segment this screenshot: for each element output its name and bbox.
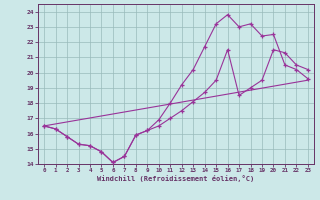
X-axis label: Windchill (Refroidissement éolien,°C): Windchill (Refroidissement éolien,°C) [97, 175, 255, 182]
